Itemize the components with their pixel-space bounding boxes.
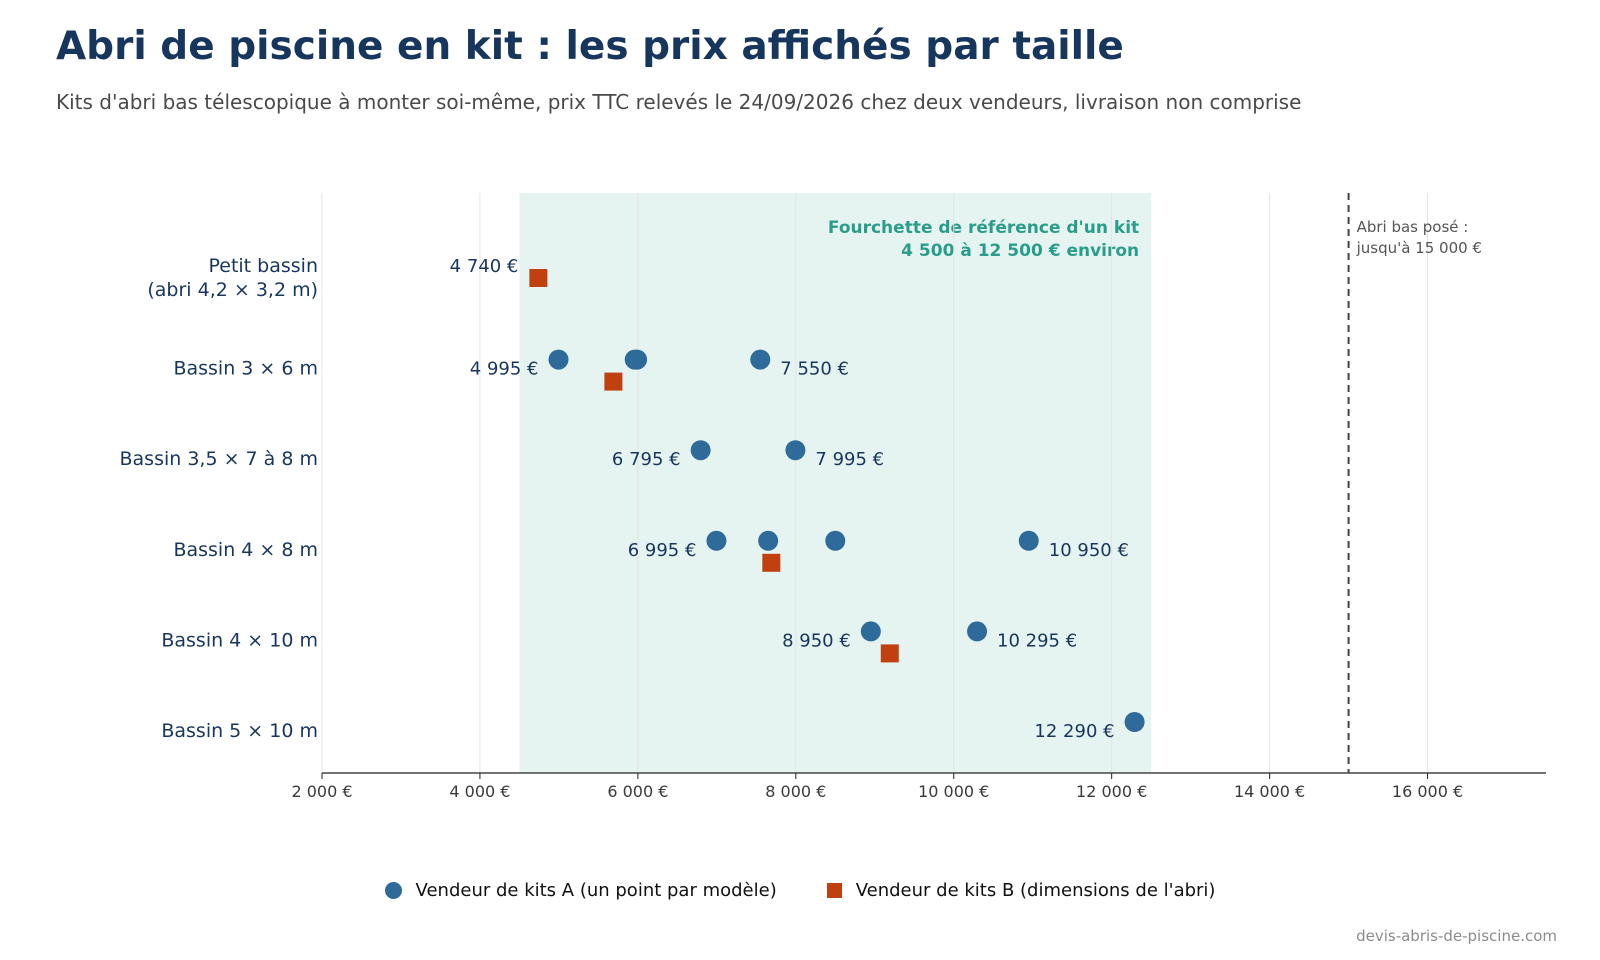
category-label: Bassin 5 × 10 m bbox=[161, 720, 318, 742]
x-tick-label: 4 000 € bbox=[449, 782, 510, 801]
x-tick-label: 14 000 € bbox=[1234, 782, 1305, 801]
vendor-b-point bbox=[604, 372, 623, 391]
page-title: Abri de piscine en kit : les prix affich… bbox=[56, 24, 1124, 69]
grid-layer bbox=[321, 193, 1429, 773]
legend-circle-marker bbox=[384, 881, 402, 899]
vendor-a-data-label: 7 550 € bbox=[780, 359, 849, 380]
vendor-a-point bbox=[750, 349, 771, 370]
vendor-a-point bbox=[785, 440, 806, 461]
legend-item-vendor-a: Vendeur de kits A (un point par modèle) bbox=[384, 879, 777, 901]
vendor-a-data-label: 6 795 € bbox=[612, 449, 681, 470]
vendor-a-point bbox=[860, 621, 881, 642]
legend-item-vendor-b: Vendeur de kits B (dimensions de l'abri) bbox=[826, 879, 1216, 901]
x-tick-label: 2 000 € bbox=[291, 782, 352, 801]
data-labels: 4 995 € 7 550 € 6 795 € 7 995 € 6 995 € 10 95… bbox=[450, 256, 1129, 742]
vendor-a-data-label: 7 995 € bbox=[815, 449, 884, 470]
reference-line-layer: Abri bas posé : jusqu'à 15 000 € bbox=[1347, 193, 1482, 773]
vendor-a-data-label: 8 950 € bbox=[782, 630, 851, 651]
category-label: Petit bassin (abri 4,2 × 3,2 m) bbox=[147, 255, 318, 301]
category-label: Bassin 3 × 6 m bbox=[173, 358, 318, 380]
vendor-b-data-label: 4 740 € bbox=[450, 256, 519, 277]
legend: Vendeur de kits A (un point par modèle) … bbox=[0, 870, 1600, 910]
vendor-a-data-label: 6 995 € bbox=[628, 540, 697, 561]
vendor-a-point bbox=[1124, 712, 1145, 732]
category-label: Bassin 3,5 × 7 à 8 m bbox=[120, 448, 319, 470]
vendor-a-point bbox=[706, 530, 727, 551]
x-tick-label: 12 000 € bbox=[1076, 782, 1147, 801]
data-points bbox=[529, 269, 1145, 732]
vendor-b-point bbox=[529, 269, 548, 287]
vendor-a-point bbox=[825, 530, 846, 551]
category-label: Bassin 4 × 10 m bbox=[161, 629, 318, 651]
reference-line-label-line2: jusqu'à 15 000 € bbox=[1356, 239, 1482, 257]
x-tick-label: 6 000 € bbox=[607, 782, 668, 801]
category-labels: Petit bassin (abri 4,2 × 3,2 m) Bassin 3 ×… bbox=[120, 255, 319, 742]
legend-square-marker bbox=[826, 882, 842, 898]
category-label: Bassin 4 × 8 m bbox=[173, 539, 318, 561]
source-credit: devis-abris-de-piscine.com bbox=[1356, 927, 1557, 945]
vendor-a-point bbox=[1018, 530, 1039, 551]
x-tick-label: 8 000 € bbox=[765, 782, 826, 801]
x-axis: 2 000 € 4 000 € 6 000 € 8 000 € 10 000 € 12 0… bbox=[291, 772, 1546, 801]
vendor-a-point bbox=[690, 440, 711, 461]
vendor-a-data-label: 10 295 € bbox=[997, 630, 1077, 651]
reference-band-label-line1: Fourchette de référence d'un kit bbox=[828, 218, 1139, 238]
page-subtitle: Kits d'abri bas télescopique à monter so… bbox=[56, 90, 1302, 114]
vendor-a-data-label: 4 995 € bbox=[470, 359, 539, 380]
vendor-b-point bbox=[762, 553, 781, 572]
vendor-a-point bbox=[758, 530, 779, 551]
legend-label-vendor-b: Vendeur de kits B (dimensions de l'abri) bbox=[855, 879, 1216, 901]
reference-band-label-line2: 4 500 à 12 500 € environ bbox=[901, 241, 1139, 261]
legend-label-vendor-a: Vendeur de kits A (un point par modèle) bbox=[415, 879, 777, 901]
reference-band-layer: Fourchette de référence d'un kit 4 500 à … bbox=[519, 193, 1152, 773]
reference-line-label-line1: Abri bas posé : bbox=[1357, 218, 1469, 236]
price-scatter-chart: Fourchette de référence d'un kit 4 500 à … bbox=[120, 193, 1546, 801]
reference-band bbox=[519, 193, 1152, 773]
vendor-b-point bbox=[880, 644, 899, 663]
x-tick-label: 16 000 € bbox=[1392, 782, 1463, 801]
vendor-a-point bbox=[967, 621, 988, 642]
vendor-a-data-label: 12 290 € bbox=[1034, 721, 1114, 742]
x-tick-label: 10 000 € bbox=[918, 782, 989, 801]
vendor-a-data-label: 10 950 € bbox=[1049, 540, 1129, 561]
vendor-a-point bbox=[548, 349, 569, 370]
vendor-a-point bbox=[627, 349, 648, 370]
